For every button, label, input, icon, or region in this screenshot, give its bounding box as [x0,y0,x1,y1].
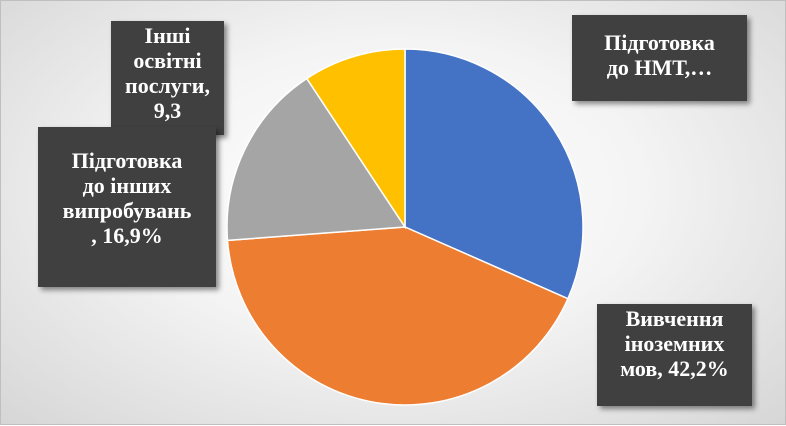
pie-slice-other-tests [226,77,407,242]
pie-slice-foreign-languages [226,226,569,406]
data-label-foreign-languages: Вивчення іноземних мов, 42,2% [597,304,752,406]
data-label-other-services: Інші освітні послуги, 9,3 [111,21,224,135]
data-label-other-tests: Підготовка до інших випробувань , 16,9% [38,127,216,287]
pie-slice-nmt [404,48,584,300]
pie-slice-other-services [305,48,406,230]
data-label-nmt: Підготовка до НМТ,… [572,15,747,101]
